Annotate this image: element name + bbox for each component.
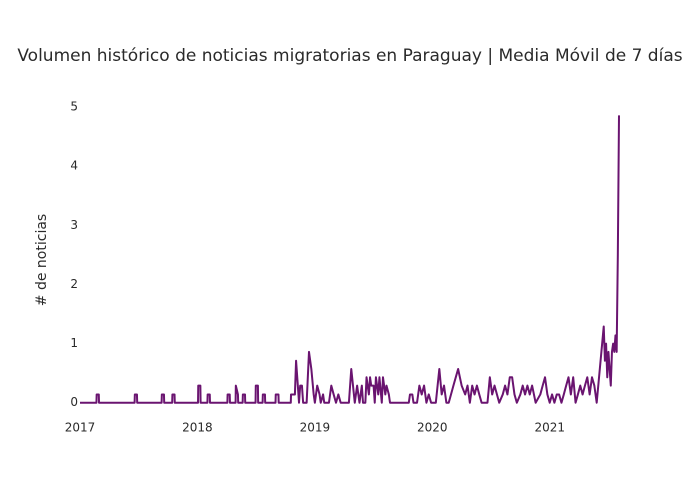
y-tick-label: 1: [70, 336, 78, 350]
x-tick-label: 2019: [300, 421, 331, 435]
y-tick-label: 3: [70, 218, 78, 232]
line: [80, 115, 620, 404]
y-tick-label: 5: [70, 100, 78, 114]
x-tick-label: 2018: [182, 421, 213, 435]
chart-title: Volumen histórico de noticias migratoria…: [17, 46, 682, 66]
x-tick-label: 2020: [417, 421, 448, 435]
y-tick-label: 0: [70, 395, 78, 409]
y-tick-label: 2: [70, 277, 78, 291]
x-tick-label: 2021: [534, 421, 565, 435]
x-tick-label: 2017: [65, 421, 96, 435]
y-axis-label: # de noticias: [34, 214, 50, 306]
y-tick-label: 4: [70, 159, 78, 173]
